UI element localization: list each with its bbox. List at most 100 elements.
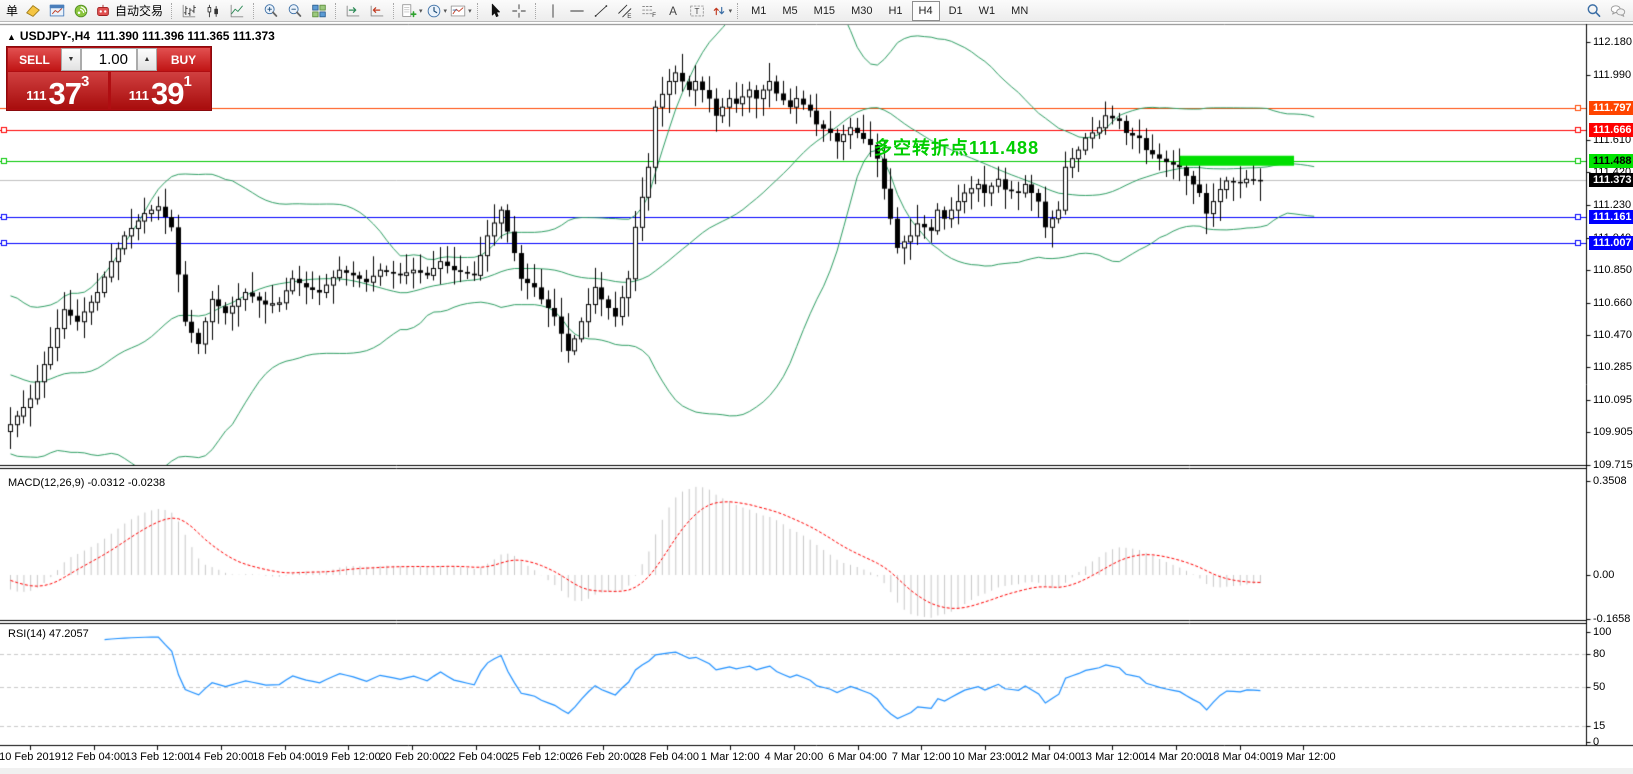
time-axis-label: 25 Feb 12:00 xyxy=(506,751,572,763)
tile-windows-icon xyxy=(310,2,328,20)
price-tick-label: 109.905 xyxy=(1593,426,1633,439)
periods-button[interactable]: ▾ xyxy=(424,1,449,21)
buy-button[interactable]: BUY xyxy=(157,48,210,71)
timeframe-button-m30[interactable]: M30 xyxy=(851,4,873,17)
trendline-button[interactable] xyxy=(589,1,613,21)
bar-chart-icon xyxy=(180,2,198,20)
zoom-out-button[interactable] xyxy=(283,1,307,21)
toolbar-separator xyxy=(476,2,479,19)
timeframe-button-d1[interactable]: D1 xyxy=(948,4,963,17)
price-line-badge: 111.488 xyxy=(1589,153,1633,168)
vertical-line-button[interactable] xyxy=(541,1,565,21)
dropdown-caret-icon[interactable]: ▾ xyxy=(728,7,733,15)
timeframe-button-w1[interactable]: W1 xyxy=(978,4,996,17)
search-button[interactable] xyxy=(1582,1,1606,21)
sell-price-sup: 3 xyxy=(80,73,90,90)
orders-menu-label[interactable]: 单 xyxy=(6,4,19,18)
chart-shift-button[interactable] xyxy=(365,1,389,21)
svg-text:E: E xyxy=(627,12,631,19)
price-tick-label: 112.180 xyxy=(1593,36,1632,48)
horizontal-line-button[interactable] xyxy=(565,1,589,21)
bottom-strip xyxy=(0,768,1633,774)
timeframe-button-m15[interactable]: M15 xyxy=(813,4,836,17)
new-chart-button[interactable] xyxy=(45,1,69,21)
candlestick-chart-button[interactable] xyxy=(201,1,225,21)
price-tick-label: 111.990 xyxy=(1593,68,1632,81)
timeframe-button-mn[interactable]: MN xyxy=(1011,4,1029,17)
dropdown-caret-icon[interactable]: ▾ xyxy=(443,7,448,15)
horizontal-line-icon xyxy=(568,2,586,20)
toolbar-group: 单 自动交易 xyxy=(3,0,167,22)
time-axis-label: 10 Feb 2019 xyxy=(0,751,61,763)
fibonacci-button[interactable]: F xyxy=(637,1,661,21)
price-tick-label: 110.285 xyxy=(1593,361,1632,374)
crosshair-button[interactable] xyxy=(507,1,531,21)
toolbar-group xyxy=(177,0,249,22)
zoom-in-icon xyxy=(262,2,280,20)
text-icon: A xyxy=(664,2,682,20)
price-line-badge: 111.666 xyxy=(1589,123,1633,138)
price-tick-label: 111.230 xyxy=(1593,199,1632,212)
timeframe-button-m5[interactable]: M5 xyxy=(782,4,798,17)
templates-button[interactable]: ▾ xyxy=(448,1,473,21)
volume-input[interactable]: 1.00 xyxy=(81,48,137,71)
chat-icon xyxy=(1609,2,1627,20)
arrows-button[interactable]: ▾ xyxy=(709,1,734,21)
dropdown-caret-icon[interactable]: ▾ xyxy=(419,7,423,15)
timeframe-button-h1[interactable]: H1 xyxy=(888,4,903,17)
bar-chart-button[interactable] xyxy=(177,1,201,21)
chart-ohlc-quotes: 111.390 111.396 111.365 111.373 xyxy=(96,29,275,43)
time-axis-label: 19 Mar 12:00 xyxy=(1270,751,1336,763)
autotrading-icon xyxy=(94,2,112,20)
toolbar-group xyxy=(259,0,331,22)
equidistant-channel-button[interactable]: E xyxy=(613,1,637,21)
time-axis-label: 12 Feb 04:00 xyxy=(61,751,127,763)
cursor-button[interactable] xyxy=(483,1,507,21)
price-line-badge: 111.161 xyxy=(1589,209,1633,224)
chat-button[interactable] xyxy=(1606,1,1630,21)
autotrading-button[interactable]: 自动交易 xyxy=(93,1,167,21)
indicators-button[interactable]: ▾ xyxy=(399,1,424,21)
time-axis-label: 6 Mar 04:00 xyxy=(828,751,887,763)
sell-button[interactable]: SELL xyxy=(8,48,61,71)
rsi-tick-label: 15 xyxy=(1593,719,1606,732)
volume-decrease-button[interactable]: ▼ xyxy=(61,48,81,71)
zoom-in-button[interactable] xyxy=(259,1,283,21)
autotrading-label: 自动交易 xyxy=(115,4,164,18)
toolbar-separator xyxy=(171,2,173,19)
macd-tick-label: 0.00 xyxy=(1593,569,1615,581)
line-chart-button[interactable] xyxy=(225,1,249,21)
time-axis-label: 26 Feb 20:00 xyxy=(570,751,636,763)
indicators-icon xyxy=(400,2,418,20)
templates-icon xyxy=(449,2,467,20)
toolbar-separator xyxy=(393,2,395,19)
price-tick-label: 110.660 xyxy=(1593,296,1632,309)
auto-scroll-button[interactable] xyxy=(341,1,365,21)
arrows-icon xyxy=(710,2,728,20)
new-order-button[interactable] xyxy=(21,1,45,21)
time-axis-label: 12 Mar 04:00 xyxy=(1016,751,1081,763)
text-button[interactable]: A xyxy=(661,1,685,21)
timeframe-button-h4[interactable]: H4 xyxy=(911,0,940,21)
macd-indicator-label: MACD(12,26,9) -0.0312 -0.0238 xyxy=(8,477,166,489)
dropdown-caret-icon[interactable]: ▾ xyxy=(468,7,472,15)
time-axis-label: 28 Feb 04:00 xyxy=(634,751,700,763)
collapse-arrow-icon[interactable]: ▲ xyxy=(7,32,16,42)
volume-increase-button[interactable]: ▲ xyxy=(137,48,157,71)
buy-price-sup: 1 xyxy=(183,73,192,90)
text-label-button[interactable]: T xyxy=(685,1,709,21)
auto-scroll-icon xyxy=(344,2,362,20)
one-click-trading-panel: SELL ▼ 1.00 ▲ BUY 111 37 3 111 39 1 xyxy=(6,46,212,111)
time-axis-label: 10 Mar 23:00 xyxy=(952,751,1018,763)
vertical-line-icon xyxy=(544,2,562,20)
toolbar-group xyxy=(341,0,389,22)
buy-price-button[interactable]: 111 39 1 xyxy=(110,72,210,109)
tile-windows-button[interactable] xyxy=(307,1,331,21)
chart-shift-icon xyxy=(368,2,386,20)
chart-canvas[interactable] xyxy=(0,22,1633,774)
sell-price-button[interactable]: 111 37 3 xyxy=(8,72,108,109)
timeframe-toolbar: M1 M5 M15 M30 H1 H4 D1 W1 MN xyxy=(743,0,1036,22)
text-label-icon: T xyxy=(688,2,706,20)
mql5-community-button[interactable] xyxy=(69,1,93,21)
timeframe-button-m1[interactable]: M1 xyxy=(751,4,767,17)
